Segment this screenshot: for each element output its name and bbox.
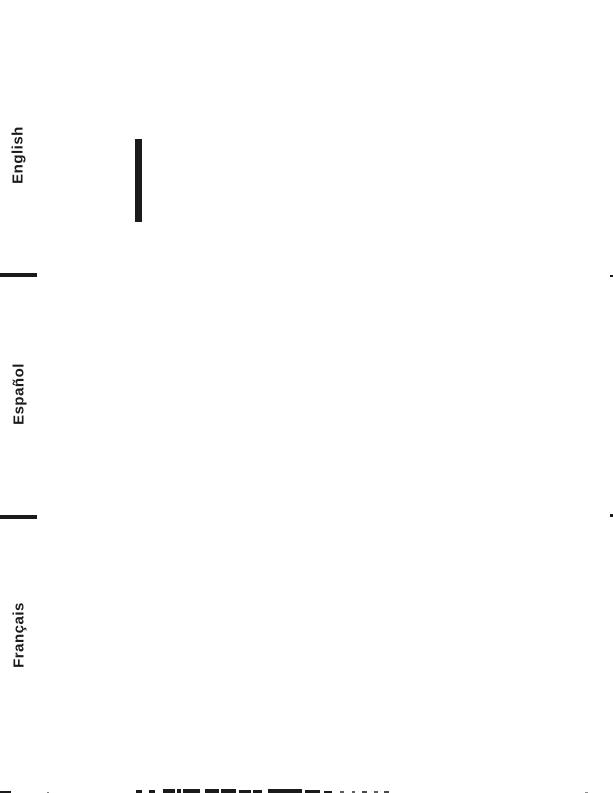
clipped-glyph-fragment xyxy=(163,789,175,793)
clipped-glyph-fragment xyxy=(253,789,262,793)
clipped-glyph-fragment xyxy=(221,789,236,793)
right-edge-tick xyxy=(609,274,613,277)
clipped-glyph-fragment xyxy=(47,791,49,793)
tab-index-bar-mark xyxy=(135,139,142,222)
clipped-glyph-fragment xyxy=(149,790,155,793)
clipped-glyph-fragment xyxy=(340,791,344,793)
clipped-glyph-fragment xyxy=(239,789,251,793)
clipped-glyph-fragment xyxy=(177,789,181,793)
left-section-rule xyxy=(0,273,37,277)
clipped-glyph-fragment xyxy=(0,790,11,793)
clipped-glyph-fragment xyxy=(305,790,320,793)
clipped-glyph-fragment xyxy=(136,789,142,793)
clipped-glyph-fragment xyxy=(324,790,332,793)
left-section-rule xyxy=(0,514,37,519)
clipped-glyph-fragment xyxy=(205,789,219,793)
clipped-glyph-fragment xyxy=(268,789,302,793)
clipped-glyph-fragment xyxy=(183,789,200,793)
clipped-glyph-fragment xyxy=(362,790,367,793)
clipped-glyph-fragment xyxy=(374,791,378,793)
clipped-glyph-fragment xyxy=(352,791,355,793)
clipped-glyph-fragment xyxy=(384,790,389,793)
right-edge-tick xyxy=(609,514,613,517)
clipped-glyph-fragment xyxy=(585,791,588,793)
